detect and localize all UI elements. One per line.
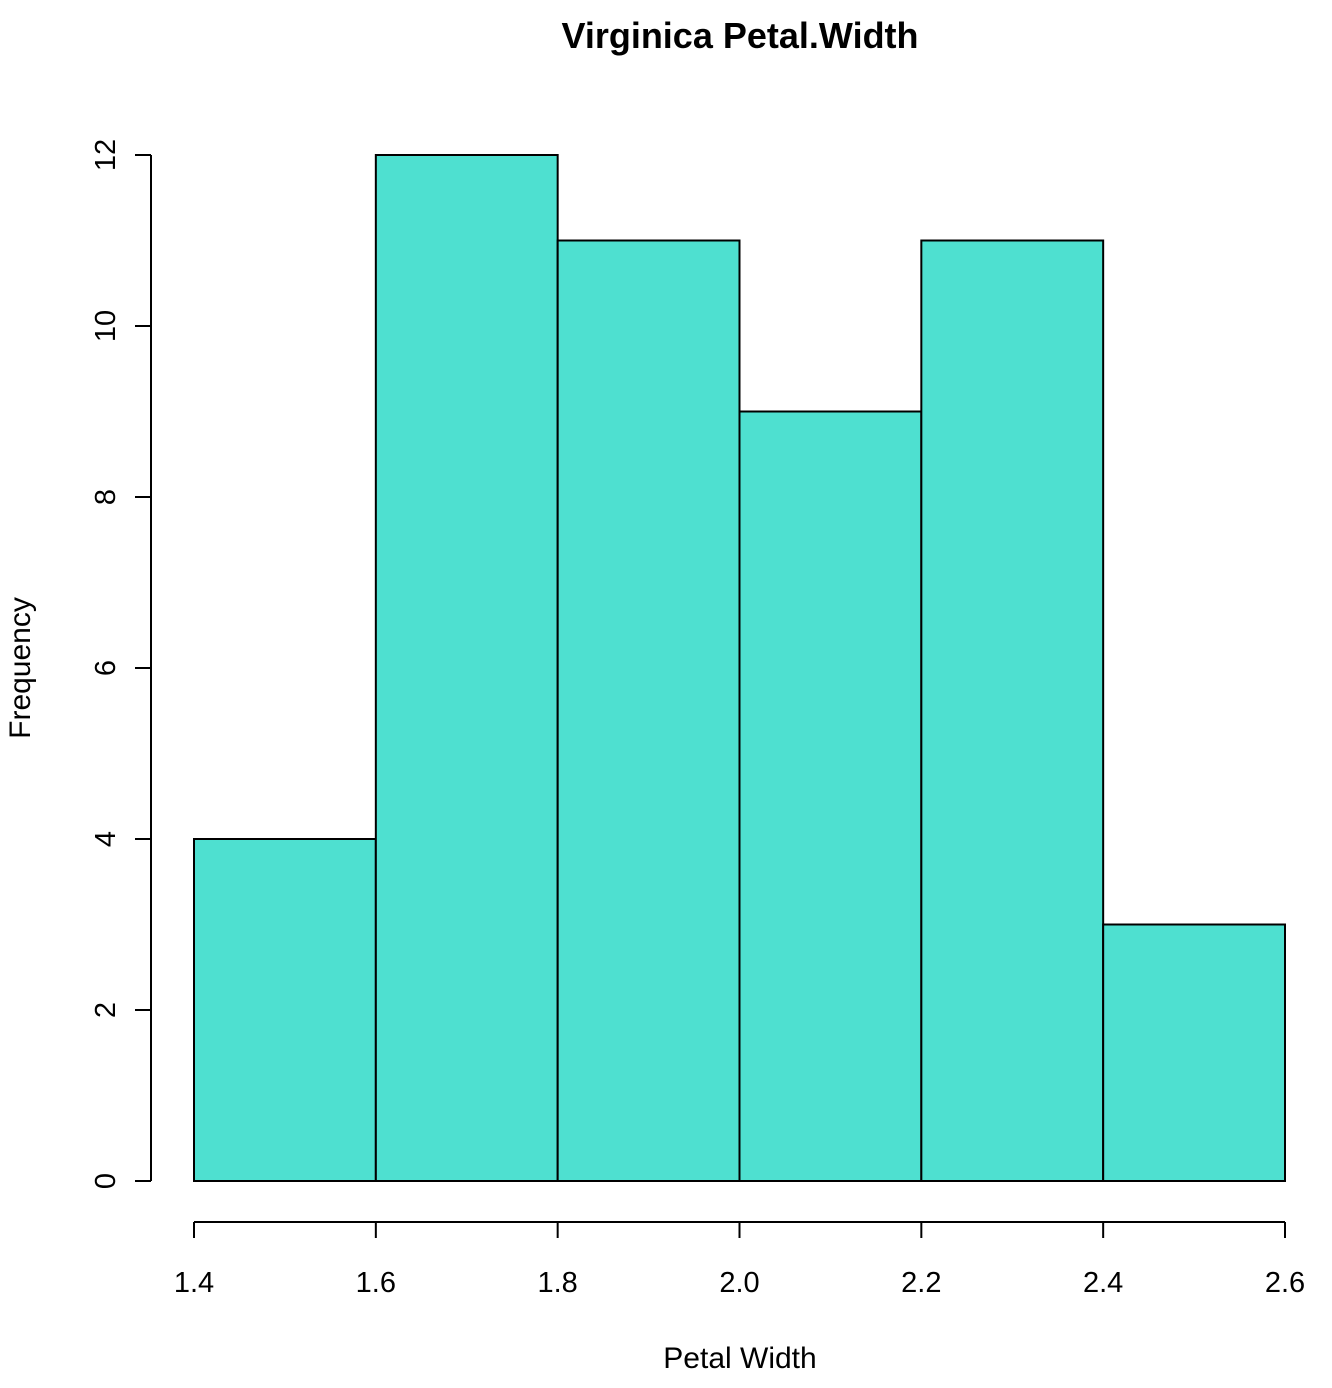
y-tick-label: 0 — [90, 1173, 122, 1189]
y-tick-label: 4 — [90, 831, 122, 847]
histogram-bar-5 — [920, 239, 1105, 1182]
histogram-bar-3 — [556, 239, 741, 1182]
y-tick-label: 12 — [90, 139, 122, 171]
histogram-bar-4 — [738, 410, 923, 1182]
x-tick-label: 1.8 — [538, 1267, 578, 1299]
y-tick-label: 8 — [90, 489, 122, 505]
x-tick-label: 2.4 — [1083, 1267, 1123, 1299]
x-tick-label: 2.6 — [1265, 1267, 1305, 1299]
y-tick-label: 2 — [90, 1002, 122, 1018]
x-axis-title: Petal Width — [663, 1342, 816, 1375]
x-tick-label: 2.0 — [719, 1267, 759, 1299]
bars-group — [193, 154, 1286, 1182]
y-axis-title: Frequency — [4, 597, 37, 739]
y-axis: 0 2 4 6 8 10 12 — [90, 139, 152, 1189]
x-axis: 1.4 1.6 1.8 2.0 2.2 2.4 2.6 — [174, 1221, 1305, 1299]
histogram-bar-6 — [1102, 923, 1286, 1182]
histogram-bar-1 — [193, 838, 377, 1182]
histogram-bar-2 — [374, 154, 559, 1182]
y-tick-label: 10 — [90, 310, 122, 342]
chart-title: Virginica Petal.Width — [561, 15, 918, 56]
x-tick-label: 1.6 — [356, 1267, 396, 1299]
x-tick-label: 1.4 — [174, 1267, 214, 1299]
x-tick-label: 2.2 — [901, 1267, 941, 1299]
y-tick-label: 6 — [90, 660, 122, 676]
